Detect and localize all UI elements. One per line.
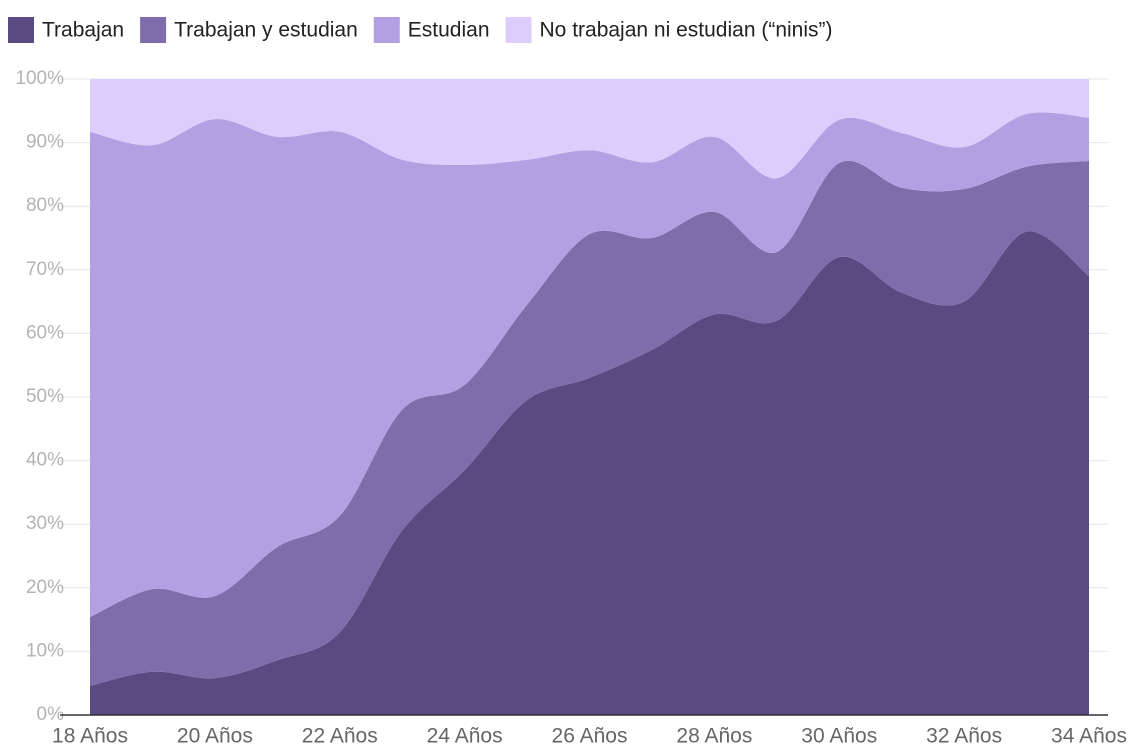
area — [90, 79, 1089, 179]
x-tick-label: 18 Años — [52, 725, 128, 747]
area — [90, 231, 1089, 716]
x-tick-label: 34 Años — [1051, 725, 1127, 747]
x-tick-label: 20 Años — [177, 725, 253, 747]
legend-label: Estudian — [408, 19, 490, 42]
legend-label: No trabajan ni estudian (“ninis”) — [540, 19, 833, 42]
y-tick-label: 40% — [26, 450, 64, 471]
x-tick-label: 30 Años — [801, 725, 877, 747]
area — [90, 160, 1089, 686]
legend-label: Trabajan y estudian — [174, 19, 358, 42]
x-tick-label: 22 Años — [302, 725, 378, 747]
y-tick-label: 60% — [26, 322, 64, 343]
y-tick-label: 10% — [26, 640, 64, 661]
y-tick-label: 30% — [26, 513, 64, 534]
y-tick-label: 20% — [26, 577, 64, 598]
y-tick-label: 80% — [26, 195, 64, 216]
legend-swatch — [505, 17, 532, 43]
x-tick-label: 28 Años — [676, 725, 752, 747]
y-tick-label: 0% — [37, 704, 65, 725]
y-tick-label: 70% — [26, 259, 64, 280]
x-tick-label: 26 Años — [552, 725, 628, 747]
x-tick-label: 24 Años — [427, 725, 503, 747]
legend-label: Trabajan — [42, 19, 124, 42]
y-tick-label: 100% — [15, 68, 64, 89]
legend-swatch — [140, 17, 167, 43]
legend-swatch — [373, 17, 400, 43]
y-tick-label: 90% — [26, 132, 64, 153]
area — [90, 112, 1089, 618]
legend-swatch — [8, 17, 34, 43]
x-tick-label: 32 Años — [926, 725, 1002, 747]
y-tick-label: 50% — [26, 386, 64, 407]
